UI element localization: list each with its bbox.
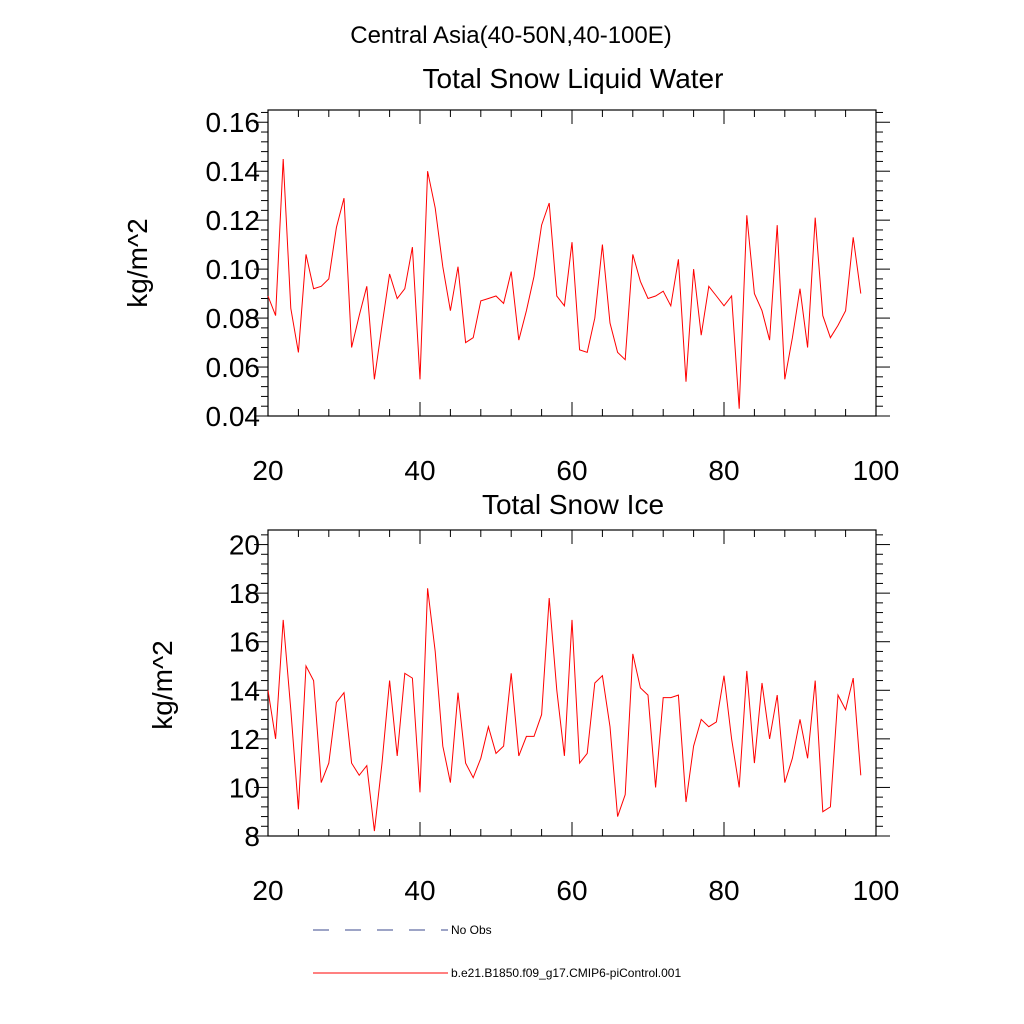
y-axis-label: kg/m^2 [122, 218, 153, 307]
series-layer [267, 588, 862, 832]
x-tick-label: 80 [708, 875, 739, 906]
x-tick-label: 20 [252, 455, 283, 486]
axis-ticks: 20 40 60 80 100 8 10 12 14 16 18 20 [229, 530, 900, 906]
y-tick-label: 0.06 [206, 352, 261, 383]
figure-main-title: Central Asia(40-50N,40-100E) [350, 22, 672, 49]
y-tick-label: 0.08 [206, 303, 261, 334]
panel-title: Total Snow Liquid Water [423, 63, 724, 94]
legend-label: b.e21.B1850.f09_g17.CMIP6-piControl.001 [451, 966, 681, 980]
legend-item-no-obs: No Obs [313, 923, 492, 937]
plot-frame [267, 529, 877, 837]
x-tick-label: 60 [556, 455, 587, 486]
y-axis-label: kg/m^2 [147, 640, 178, 729]
legend-item-model-run: b.e21.B1850.f09_g17.CMIP6-piControl.001 [313, 966, 681, 980]
legend-label: No Obs [451, 923, 492, 937]
y-tick-label: 16 [229, 627, 260, 658]
y-tick-label: 20 [229, 530, 260, 561]
y-tick-label: 8 [244, 821, 260, 852]
x-tick-label: 40 [404, 455, 435, 486]
panel-title: Total Snow Ice [482, 489, 664, 520]
series-line [267, 158, 862, 409]
x-tick-label: 40 [404, 875, 435, 906]
series-layer [267, 158, 862, 409]
axis-ticks: 20 40 60 80 100 0.04 0.06 0.08 0.10 0.12 0.14 0.16 [206, 107, 900, 486]
series-line [267, 588, 862, 832]
x-tick-label: 100 [853, 875, 900, 906]
y-tick-label: 0.12 [206, 205, 261, 236]
x-tick-label: 60 [556, 875, 587, 906]
x-tick-label: 80 [708, 455, 739, 486]
y-tick-label: 0.16 [206, 107, 261, 138]
x-tick-label: 20 [252, 875, 283, 906]
y-tick-label: 0.14 [206, 156, 261, 187]
y-tick-label: 18 [229, 578, 260, 609]
y-tick-label: 0.04 [206, 401, 261, 432]
y-tick-label: 14 [229, 675, 260, 706]
panel-total-snow-ice: Total Snow Ice kg/m^2 20 40 60 80 100 8 10 12 14… [147, 489, 899, 906]
legend: No Obs b.e21.B1850.f09_g17.CMIP6-piContr… [313, 923, 681, 980]
y-tick-label: 10 [229, 772, 260, 803]
y-tick-label: 12 [229, 724, 260, 755]
y-tick-label: 0.10 [206, 254, 261, 285]
panel-total-snow-liquid-water: Total Snow Liquid Water kg/m^2 20 40 60 80 1… [122, 63, 899, 486]
x-tick-label: 100 [853, 455, 900, 486]
